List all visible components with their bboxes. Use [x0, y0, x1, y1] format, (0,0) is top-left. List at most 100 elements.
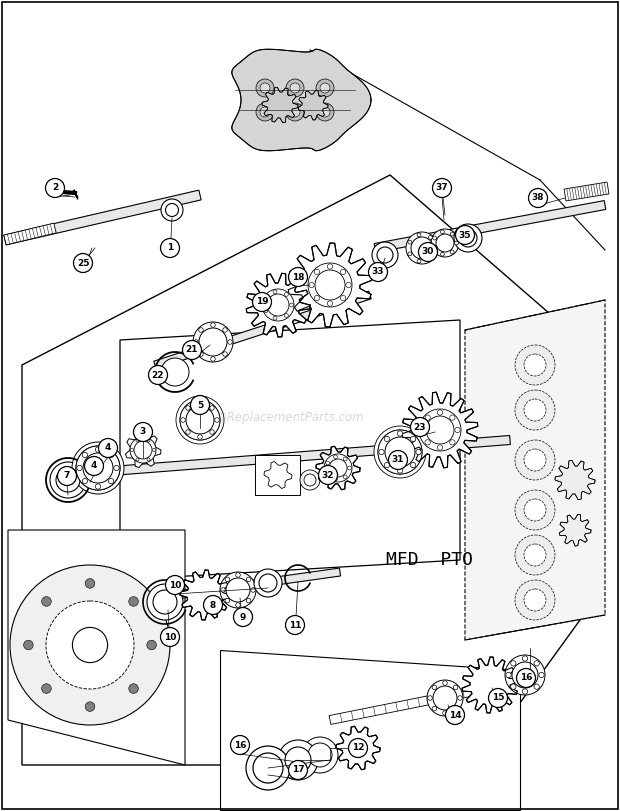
Circle shape: [456, 225, 474, 244]
Circle shape: [522, 656, 528, 661]
Polygon shape: [125, 432, 161, 468]
Circle shape: [77, 466, 82, 470]
Circle shape: [180, 400, 220, 440]
Circle shape: [147, 640, 156, 650]
Circle shape: [186, 406, 190, 410]
Circle shape: [437, 410, 443, 415]
Circle shape: [489, 689, 508, 707]
Circle shape: [436, 234, 454, 252]
Circle shape: [85, 702, 95, 711]
Circle shape: [74, 254, 92, 272]
Polygon shape: [60, 436, 510, 479]
Circle shape: [397, 431, 402, 436]
Circle shape: [290, 83, 300, 93]
Circle shape: [193, 340, 198, 345]
Polygon shape: [154, 568, 340, 602]
Circle shape: [378, 430, 422, 474]
Circle shape: [419, 409, 461, 451]
Circle shape: [441, 252, 445, 256]
Circle shape: [420, 427, 425, 432]
Circle shape: [236, 603, 241, 607]
Circle shape: [450, 250, 454, 254]
Circle shape: [309, 282, 314, 288]
Circle shape: [453, 706, 458, 711]
Circle shape: [228, 340, 232, 345]
Circle shape: [288, 761, 308, 779]
Text: 5: 5: [197, 401, 203, 410]
Circle shape: [285, 293, 288, 296]
Circle shape: [428, 235, 432, 239]
Circle shape: [304, 474, 316, 486]
Polygon shape: [564, 182, 609, 201]
Polygon shape: [329, 676, 531, 724]
Text: 23: 23: [414, 423, 427, 431]
Circle shape: [534, 684, 539, 689]
Circle shape: [221, 588, 225, 592]
Text: 4: 4: [105, 444, 111, 453]
Circle shape: [432, 685, 436, 689]
Circle shape: [374, 426, 426, 478]
Circle shape: [256, 79, 274, 97]
Circle shape: [458, 696, 463, 700]
Circle shape: [46, 601, 134, 689]
Circle shape: [368, 263, 388, 281]
Circle shape: [314, 295, 319, 301]
Circle shape: [149, 366, 167, 384]
Circle shape: [410, 436, 416, 441]
Circle shape: [225, 599, 229, 603]
Circle shape: [397, 468, 402, 473]
Polygon shape: [462, 657, 518, 713]
Circle shape: [528, 188, 547, 208]
Circle shape: [246, 746, 290, 790]
Circle shape: [437, 445, 443, 450]
Circle shape: [302, 737, 338, 773]
Circle shape: [389, 450, 407, 470]
Text: 1: 1: [167, 243, 173, 252]
Polygon shape: [220, 650, 520, 810]
Circle shape: [273, 316, 277, 320]
Circle shape: [147, 458, 150, 461]
Circle shape: [136, 458, 139, 461]
Text: 16: 16: [520, 673, 532, 683]
Circle shape: [410, 462, 416, 468]
Circle shape: [418, 242, 438, 261]
Circle shape: [250, 588, 255, 592]
Circle shape: [340, 269, 346, 275]
Circle shape: [42, 684, 51, 693]
Circle shape: [433, 246, 436, 250]
Circle shape: [315, 270, 345, 300]
Bar: [255, 455, 300, 495]
Circle shape: [129, 684, 138, 693]
Circle shape: [326, 471, 330, 475]
Circle shape: [58, 466, 76, 486]
Circle shape: [385, 437, 415, 467]
Circle shape: [515, 490, 555, 530]
Circle shape: [99, 439, 118, 457]
Circle shape: [431, 229, 459, 257]
Text: 19: 19: [255, 298, 268, 307]
Circle shape: [82, 453, 87, 457]
Polygon shape: [298, 90, 328, 120]
Circle shape: [346, 282, 351, 288]
Text: 12: 12: [352, 744, 365, 753]
Circle shape: [334, 455, 337, 459]
Circle shape: [267, 294, 289, 316]
Text: 10: 10: [169, 581, 181, 590]
Circle shape: [161, 358, 189, 386]
Text: 16: 16: [234, 740, 246, 749]
Circle shape: [416, 449, 421, 455]
Circle shape: [408, 240, 412, 244]
Circle shape: [161, 199, 183, 221]
Circle shape: [95, 484, 100, 489]
Text: 25: 25: [77, 259, 89, 268]
Circle shape: [348, 739, 368, 757]
Circle shape: [343, 475, 347, 478]
Circle shape: [114, 466, 119, 470]
Circle shape: [524, 354, 546, 376]
Circle shape: [326, 461, 330, 465]
Circle shape: [428, 256, 432, 260]
Circle shape: [516, 668, 536, 688]
Circle shape: [203, 595, 223, 615]
Circle shape: [455, 427, 460, 432]
Circle shape: [524, 449, 546, 471]
